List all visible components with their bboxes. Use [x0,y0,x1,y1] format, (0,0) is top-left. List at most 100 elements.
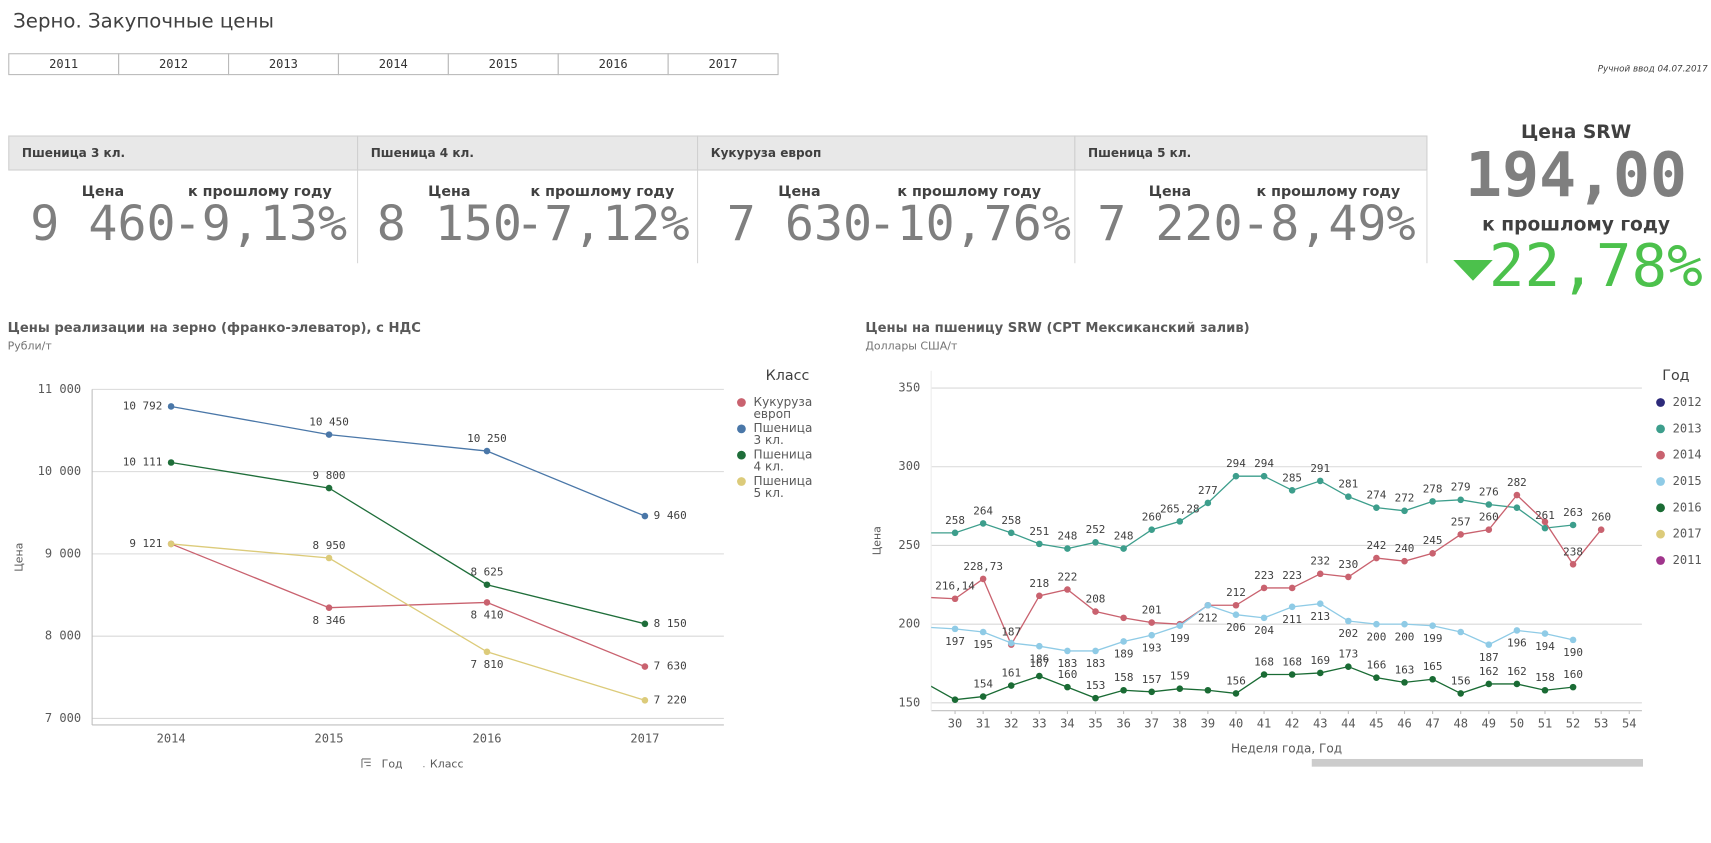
x-tick-label: 31 [976,716,991,730]
data-point [1457,690,1465,697]
data-point [1204,499,1212,507]
data-point [1036,672,1043,680]
y-tick-label: 7 000 [45,711,81,725]
data-label: 196 [1507,637,1527,650]
data-label: 162 [1479,665,1499,678]
data-label: 257 [1451,515,1471,528]
data-point [1148,619,1155,626]
kpi-price-label: Цена [778,184,820,200]
data-point [641,512,649,520]
data-label: 161 [1001,666,1021,679]
data-point [1148,631,1155,639]
x-tick-label: 37 [1144,716,1159,730]
data-point [1260,472,1268,480]
data-label: 10 111 [123,455,163,468]
data-label: 173 [1338,648,1358,661]
data-label: 206 [1226,621,1246,634]
data-label: 165 [1423,660,1443,673]
data-point [325,484,333,492]
legend-label: 2016 [1673,500,1702,514]
x-tick-label: 47 [1425,716,1440,730]
year-button-label: 2015 [489,57,518,71]
data-point [1513,627,1521,634]
data-point [167,459,175,466]
data-point [924,624,931,631]
legend-label: 2012 [1673,395,1702,409]
x-tick-label: 42 [1285,716,1300,730]
y-tick-label: 200 [898,617,920,631]
x-tick-label: 46 [1397,716,1412,730]
data-point [924,530,931,537]
x-tick-label: 32 [1004,716,1019,730]
data-label: 8 950 [313,539,346,552]
kpi-header [357,135,699,171]
data-point [1429,622,1436,630]
data-label: 156 [1226,674,1246,687]
kpi-change: -9,13% [173,196,347,252]
kpi-name: Пшеница 5 кл. [1088,146,1191,160]
data-label: 261 [1535,509,1555,522]
srw-change: 22,78% [1489,231,1703,300]
data-label: 187 [1479,651,1499,664]
plot-area [924,472,1605,703]
legend-title: Класс [766,368,810,384]
data-label: 258 [1001,514,1021,527]
data-point [951,529,959,537]
data-label: 223 [1254,569,1274,582]
data-point [1260,584,1268,592]
srw-title: Цена SRW [1521,122,1631,143]
data-point [1316,600,1324,607]
dimension-icon [361,758,371,768]
dimension-chip[interactable]: Год [382,757,403,770]
x-tick-label: 44 [1341,716,1356,730]
y-tick-label: 10 000 [38,464,82,478]
y-tick-label: 9 000 [45,546,81,560]
data-point [1148,526,1155,533]
data-label: 10 450 [309,416,349,429]
data-label: 230 [1338,558,1358,571]
data-point [1007,682,1015,689]
data-label: 200 [1367,630,1387,643]
data-point [1288,603,1296,611]
data-label: 212 [1226,586,1246,599]
data-label: 8 625 [470,566,503,579]
data-point [1148,688,1155,696]
x-tick-label: 38 [1173,716,1188,730]
data-point [1316,669,1324,677]
data-label: 158 [1535,671,1555,684]
data-point [641,620,649,628]
series-line [170,405,646,517]
data-point [483,648,491,656]
data-point [1541,518,1549,526]
data-label: 190 [1563,646,1583,659]
data-label: 199 [1423,632,1443,645]
data-label: 252 [1086,523,1106,536]
note: Ручной ввод 04.07.2017 [1598,65,1708,75]
data-point [1429,498,1436,505]
data-label: 197 [945,635,965,648]
data-point [1260,671,1268,678]
data-point [1092,694,1099,702]
dimension-chip[interactable]: Класс [430,757,464,770]
year-button-label: 2011 [49,57,78,71]
year-button[interactable] [667,53,779,76]
data-label: 189 [1114,648,1134,661]
data-label: 274 [1367,489,1387,502]
data-point [1120,638,1127,645]
data-label: 168 [1254,655,1274,668]
y-axis-label: Цена [13,543,26,572]
legend-label: 2011 [1673,553,1702,567]
data-point [1120,614,1127,622]
data-label: 9 460 [654,509,687,522]
data-label: 279 [1451,481,1471,494]
data-point [1064,545,1071,552]
data-point [1176,685,1184,692]
legend-label-box: Пшеница 4 кл. [753,449,812,473]
data-label: 260 [1142,511,1162,524]
scrollbar[interactable] [1311,758,1643,767]
data-point [1036,592,1043,600]
data-point [1345,617,1352,625]
x-tick-label: 35 [1088,716,1103,730]
series-line [170,461,646,625]
data-label: 160 [1563,668,1583,681]
